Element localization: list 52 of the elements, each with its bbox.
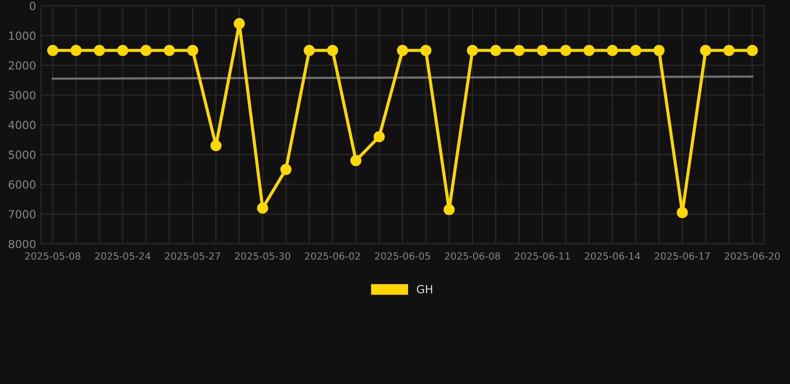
point xyxy=(653,44,665,56)
point xyxy=(606,44,618,56)
point xyxy=(560,44,572,56)
point xyxy=(47,44,58,56)
x-tick-label: 2025-06-17 xyxy=(654,252,710,260)
x-tick-label: 2025-06-05 xyxy=(374,252,430,260)
point xyxy=(187,44,198,56)
y-tick-label: 5000 xyxy=(8,150,36,159)
y-tick-label: 2000 xyxy=(8,61,36,70)
y-tick-label: 4000 xyxy=(8,120,36,130)
point xyxy=(396,44,408,56)
x-tick-label: 2025-06-14 xyxy=(584,252,640,260)
point xyxy=(514,44,525,56)
point xyxy=(280,164,292,175)
x-tick-label: 2025-05-30 xyxy=(235,252,290,260)
point xyxy=(466,44,478,56)
point xyxy=(420,44,432,56)
point xyxy=(536,44,548,56)
point xyxy=(700,44,712,56)
x-tick-label: 2025-06-02 xyxy=(305,252,360,260)
point xyxy=(210,140,222,152)
x-tick-label: 2025-06-11 xyxy=(514,252,570,260)
point xyxy=(490,44,502,56)
point xyxy=(94,44,105,56)
x-tick-label: 2025-05-27 xyxy=(165,252,220,260)
point xyxy=(444,204,455,216)
point xyxy=(140,44,152,56)
y-tick-label: 1000 xyxy=(9,31,36,40)
point xyxy=(70,44,82,56)
y-tick-label: 7000 xyxy=(8,210,36,218)
point xyxy=(676,207,688,218)
y-tick-label: 3000 xyxy=(8,91,36,100)
y-tick-label: 8000 xyxy=(8,240,36,248)
point xyxy=(746,44,758,56)
point xyxy=(164,44,175,56)
point xyxy=(304,44,315,56)
point xyxy=(374,131,385,142)
point xyxy=(723,44,735,56)
point xyxy=(234,18,245,30)
point xyxy=(583,44,595,56)
y-tick-label: 6000 xyxy=(8,180,36,189)
point xyxy=(350,154,362,166)
legend-label: GH xyxy=(416,284,432,294)
x-tick-label: 2025-06-20 xyxy=(724,252,780,260)
point xyxy=(630,44,642,56)
y-tick-label: 0 xyxy=(30,2,36,10)
point xyxy=(257,202,268,214)
point xyxy=(117,44,128,56)
x-tick-label: 2025-05-24 xyxy=(95,252,150,260)
x-tick-label: 2025-06-08 xyxy=(444,252,500,260)
x-tick-label: 2025-05-08 xyxy=(25,252,80,260)
point xyxy=(326,44,338,56)
